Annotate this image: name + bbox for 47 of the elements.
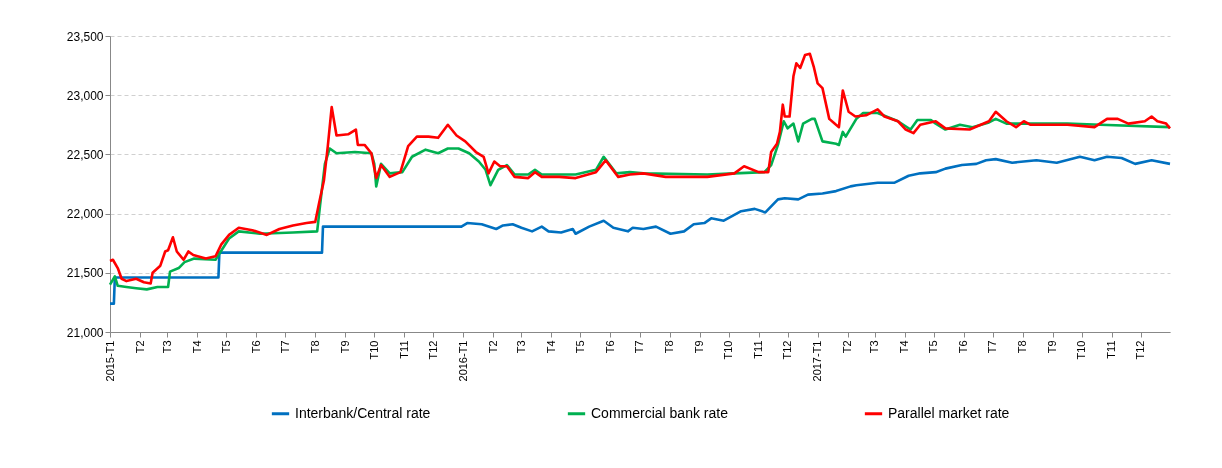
- x-tick-label: T6: [603, 340, 616, 354]
- x-tick-label: T8: [1016, 340, 1029, 354]
- x-tick-label: T2: [486, 340, 499, 354]
- x-tick-label: T3: [160, 340, 173, 354]
- x-tick-label: T10: [367, 340, 380, 360]
- x-tick-label: T2: [841, 340, 854, 354]
- x-tick-label: T5: [927, 340, 940, 354]
- x-tick-label: 2015-T1: [103, 340, 116, 382]
- x-tick-label: T9: [338, 340, 351, 354]
- x-tick-label: T9: [693, 340, 706, 354]
- x-tick-label: T5: [219, 340, 232, 354]
- x-tick-label: T7: [278, 340, 291, 354]
- legend-label: Commercial bank rate: [591, 404, 729, 421]
- x-tick-label: T9: [1046, 340, 1059, 354]
- x-tick-label: T4: [544, 340, 557, 354]
- y-tick-label: 22,500: [66, 147, 104, 162]
- x-tick-label: T12: [1134, 340, 1147, 360]
- x-tick-label: T11: [752, 340, 765, 359]
- x-tick-label: T4: [190, 340, 203, 354]
- y-tick-label: 21,000: [66, 325, 104, 340]
- x-tick-label: T5: [573, 340, 586, 354]
- legend-label: Parallel market rate: [888, 404, 1010, 421]
- x-tick-label: T11: [1105, 340, 1118, 359]
- x-tick-label: T8: [308, 340, 321, 354]
- line-series: [108, 52, 1172, 285]
- y-tick-label: 21,500: [66, 266, 104, 281]
- x-tick-label: T3: [868, 340, 881, 354]
- x-tick-label: T10: [722, 340, 735, 360]
- x-tick-label: 2016-T1: [456, 340, 469, 382]
- x-tick-label: T12: [781, 340, 794, 360]
- x-tick-label: T11: [397, 340, 410, 359]
- x-tick-label: T4: [898, 340, 911, 354]
- x-tick-label: T8: [663, 340, 676, 354]
- x-tick-label: T7: [986, 340, 999, 354]
- y-tick-label: 22,000: [66, 207, 104, 222]
- x-tick-label: T6: [957, 340, 970, 354]
- x-tick-label: T10: [1075, 340, 1088, 360]
- y-tick-label: 23,500: [66, 29, 104, 44]
- x-tick-label: T3: [514, 340, 527, 354]
- x-tick-label: T2: [133, 340, 146, 354]
- line-series: [108, 155, 1172, 305]
- x-tick-label: T7: [633, 340, 646, 354]
- x-tick-label: T6: [249, 340, 262, 354]
- legend-label: Interbank/Central rate: [295, 404, 431, 421]
- x-tick-label: T12: [426, 340, 439, 360]
- y-tick-label: 23,000: [66, 88, 104, 103]
- x-tick-label: 2017-T1: [811, 340, 824, 382]
